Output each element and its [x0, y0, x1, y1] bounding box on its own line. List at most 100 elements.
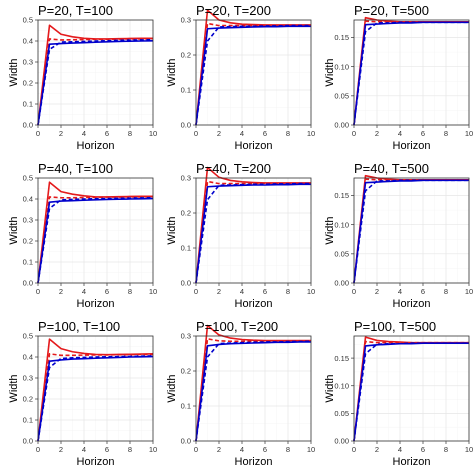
series-line-4 — [195, 24, 311, 126]
y-tick-label: 0.05 — [334, 409, 349, 418]
x-tick-label: 10 — [465, 129, 473, 138]
x-tick-label: 2 — [375, 287, 379, 296]
chart-panel-6: 0 2 4 6 8 10 0.00 0.05 0.10 0.15 P=40, T=500 Horizo… — [324, 161, 473, 310]
chart-panel-8: 0 2 4 6 8 10 0.0 0.1 0.2 0.3 P=100, T=200 Horizon Wi… — [166, 319, 315, 468]
plot-frame — [353, 19, 470, 126]
x-tick-label: 10 — [465, 445, 473, 454]
x-tick-label: 0 — [194, 445, 198, 454]
y-tick-label: 0.2 — [181, 51, 191, 60]
x-tick-label: 6 — [421, 129, 425, 138]
y-tick-label: 0.1 — [23, 416, 33, 425]
x-axis-title: Horizon — [393, 298, 431, 310]
x-tick-label: 2 — [59, 445, 63, 454]
y-tick-label: 0.2 — [23, 237, 33, 246]
series-line-1 — [195, 166, 311, 284]
plot-frame — [37, 335, 154, 442]
x-tick-label: 8 — [444, 287, 448, 296]
y-tick-label: 0.2 — [181, 367, 191, 376]
x-tick-label: 6 — [263, 129, 267, 138]
x-tick-label: 2 — [375, 129, 379, 138]
x-tick-label: 6 — [421, 287, 425, 296]
x-axis-title: Horizon — [77, 140, 115, 152]
y-tick-label: 0.00 — [334, 121, 349, 130]
x-tick-label: 0 — [352, 445, 356, 454]
plot-frame — [353, 177, 470, 284]
x-tick-label: 8 — [128, 287, 132, 296]
x-tick-label: 10 — [149, 129, 157, 138]
series-line-2 — [37, 195, 154, 284]
x-axis-title: Horizon — [393, 456, 431, 468]
chart-panel-9: 0 2 4 6 8 10 0.00 0.05 0.10 0.15 P=100, T=500 Horiz… — [324, 319, 473, 468]
y-axis-title: Width — [8, 216, 20, 244]
x-tick-label: 4 — [240, 445, 244, 454]
x-tick-label: 4 — [398, 445, 402, 454]
x-tick-label: 10 — [465, 287, 473, 296]
y-tick-label: 0.00 — [334, 279, 349, 288]
series-line-2 — [37, 37, 154, 126]
y-tick-label: 0.1 — [23, 258, 33, 267]
plot-frame — [195, 177, 312, 284]
x-tick-label: 6 — [105, 445, 109, 454]
x-tick-label: 0 — [36, 287, 40, 296]
panel-title: P=20, T=100 — [38, 3, 113, 18]
y-axis-title: Width — [166, 374, 178, 402]
x-tick-label: 10 — [307, 445, 315, 454]
x-tick-label: 10 — [149, 287, 157, 296]
x-tick-label: 4 — [82, 287, 86, 296]
y-tick-label: 0.3 — [23, 374, 33, 383]
y-axis-title: Width — [324, 374, 336, 402]
y-tick-label: 0.1 — [181, 244, 191, 253]
plot-frame — [353, 335, 470, 442]
x-axis-title: Horizon — [235, 140, 273, 152]
y-tick-label: 0.5 — [23, 174, 33, 183]
x-tick-label: 2 — [59, 287, 63, 296]
x-tick-label: 2 — [217, 287, 221, 296]
x-tick-label: 8 — [286, 287, 290, 296]
x-tick-label: 6 — [421, 445, 425, 454]
x-tick-label: 2 — [217, 129, 221, 138]
x-axis-title: Horizon — [235, 456, 273, 468]
series-line-4 — [353, 342, 469, 442]
y-tick-label: 0.4 — [23, 195, 33, 204]
panel-title: P=20, T=200 — [196, 3, 271, 18]
x-tick-label: 0 — [36, 129, 40, 138]
y-tick-label: 0.2 — [23, 395, 33, 404]
y-tick-label: 0.0 — [23, 279, 33, 288]
x-tick-label: 10 — [307, 287, 315, 296]
x-tick-label: 4 — [240, 287, 244, 296]
x-axis-title: Horizon — [393, 140, 431, 152]
x-tick-label: 8 — [128, 129, 132, 138]
series-line-2 — [37, 353, 153, 442]
panel-title: P=20, T=500 — [354, 3, 429, 18]
x-tick-label: 6 — [105, 129, 109, 138]
series-line-4 — [37, 355, 154, 442]
y-tick-label: 0.10 — [334, 381, 349, 390]
series-line-4 — [195, 182, 311, 284]
x-axis-title: Horizon — [77, 456, 115, 468]
x-tick-label: 2 — [217, 445, 221, 454]
y-axis-title: Width — [166, 58, 178, 86]
y-tick-label: 0.2 — [181, 209, 191, 218]
panel-title: P=100, T=100 — [38, 319, 120, 334]
x-tick-label: 8 — [444, 129, 448, 138]
y-tick-label: 0.00 — [334, 437, 349, 446]
y-tick-label: 0.1 — [181, 402, 191, 411]
y-tick-label: 0.1 — [181, 86, 191, 95]
panel-title: P=100, T=500 — [354, 319, 436, 334]
y-tick-label: 0.05 — [334, 250, 349, 259]
x-axis-title: Horizon — [77, 298, 115, 310]
series-line-3 — [353, 179, 469, 284]
y-tick-label: 0.1 — [23, 100, 33, 109]
x-tick-label: 10 — [149, 445, 157, 454]
y-tick-label: 0.3 — [23, 216, 33, 225]
y-tick-label: 0.0 — [23, 121, 33, 130]
plot-frame — [195, 335, 312, 442]
y-tick-label: 0.3 — [23, 58, 33, 67]
x-tick-label: 0 — [194, 287, 198, 296]
panel-title: P=40, T=100 — [38, 161, 113, 176]
x-tick-label: 8 — [444, 445, 448, 454]
y-tick-label: 0.15 — [334, 33, 349, 42]
x-tick-label: 2 — [375, 445, 379, 454]
y-tick-label: 0.4 — [23, 353, 33, 362]
